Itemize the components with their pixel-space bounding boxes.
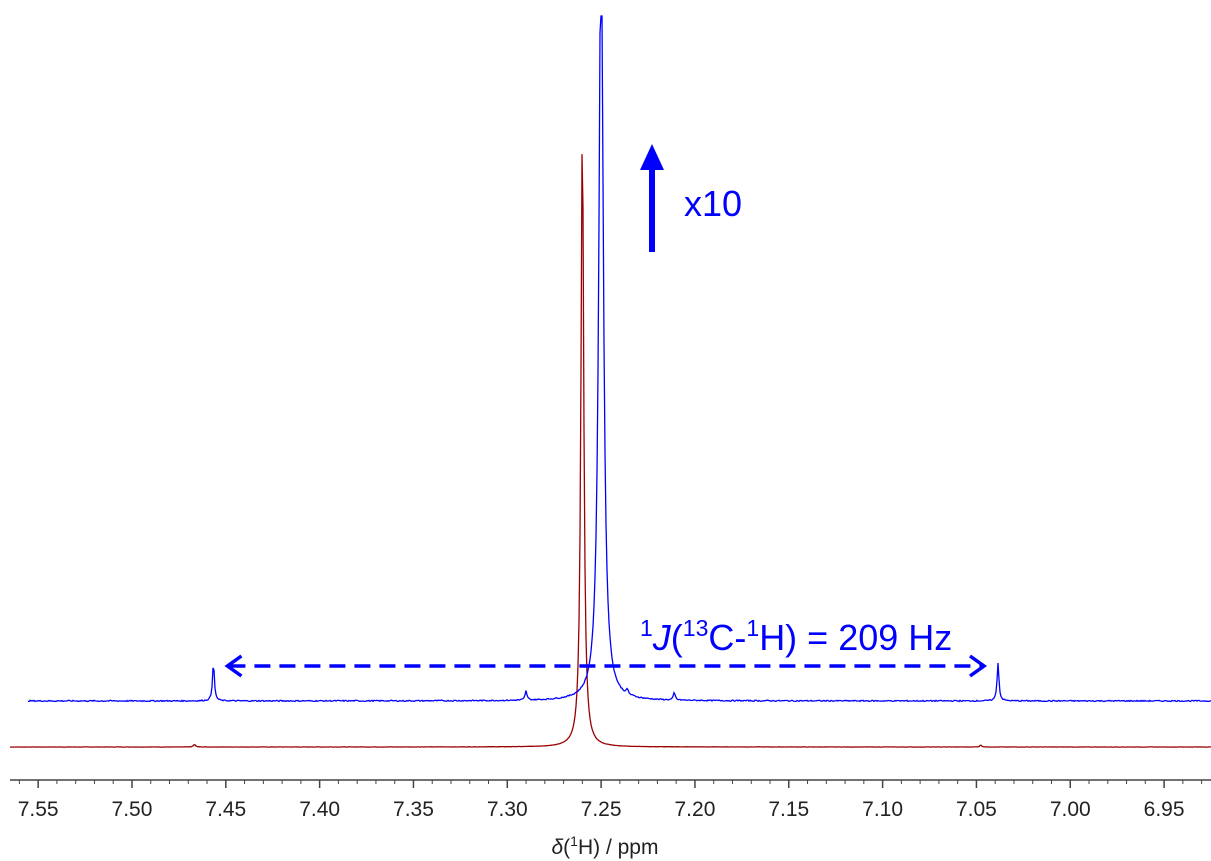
- x-tick-label: 7.50: [112, 798, 153, 821]
- x-tick-label: 6.95: [1144, 798, 1185, 821]
- scale-label: x10: [684, 183, 742, 224]
- x-tick-label: 7.30: [487, 798, 528, 821]
- coupling-open: (: [671, 617, 683, 658]
- coupling-arrowhead-right: [968, 654, 988, 678]
- coupling-c: C-: [708, 617, 746, 658]
- coupling-sup-13: 13: [683, 615, 709, 641]
- x-axis-title-open: (: [563, 836, 570, 859]
- spectra-group: [10, 15, 1211, 748]
- coupling-arrowhead-left: [224, 654, 243, 678]
- x-tick-label: 7.05: [956, 798, 997, 821]
- coupling-j: J: [652, 617, 672, 658]
- x-axis-title-delta: δ: [552, 836, 564, 859]
- coupling-rest: H) = 209 Hz: [759, 617, 952, 658]
- annotations-group: x10 1J(13C-1H) = 209 Hz: [224, 144, 988, 678]
- series-red-trace: [10, 154, 1211, 748]
- x-tick-label: 7.40: [299, 798, 340, 821]
- coupling-sup-1b: 1: [746, 615, 759, 641]
- series-blue-trace: [27, 15, 1211, 703]
- x-tick-label: 7.55: [18, 798, 59, 821]
- x-tick-label: 7.45: [205, 798, 246, 821]
- x-tick-label: 7.10: [862, 798, 903, 821]
- x-axis-title-rest: H) / ppm: [578, 836, 659, 859]
- x-tick-label: 7.25: [581, 798, 622, 821]
- scale-up-arrowhead: [640, 144, 664, 170]
- x-tick-label: 7.20: [675, 798, 716, 821]
- x-tick-label: 7.00: [1050, 798, 1091, 821]
- coupling-sup-1: 1: [640, 615, 653, 641]
- x-axis-title-sup: 1: [570, 833, 578, 849]
- x-tick-label: 7.15: [768, 798, 809, 821]
- x-axis-ticks: 7.55 7.50 7.45 7.40 7.35 7.30 7.25 7.20 7.15 7.10…: [18, 780, 1203, 821]
- x-tick-label: 7.35: [393, 798, 434, 821]
- coupling-label: 1J(13C-1H) = 209 Hz: [640, 615, 952, 658]
- x-axis-title: δ(1H) / ppm: [552, 833, 659, 859]
